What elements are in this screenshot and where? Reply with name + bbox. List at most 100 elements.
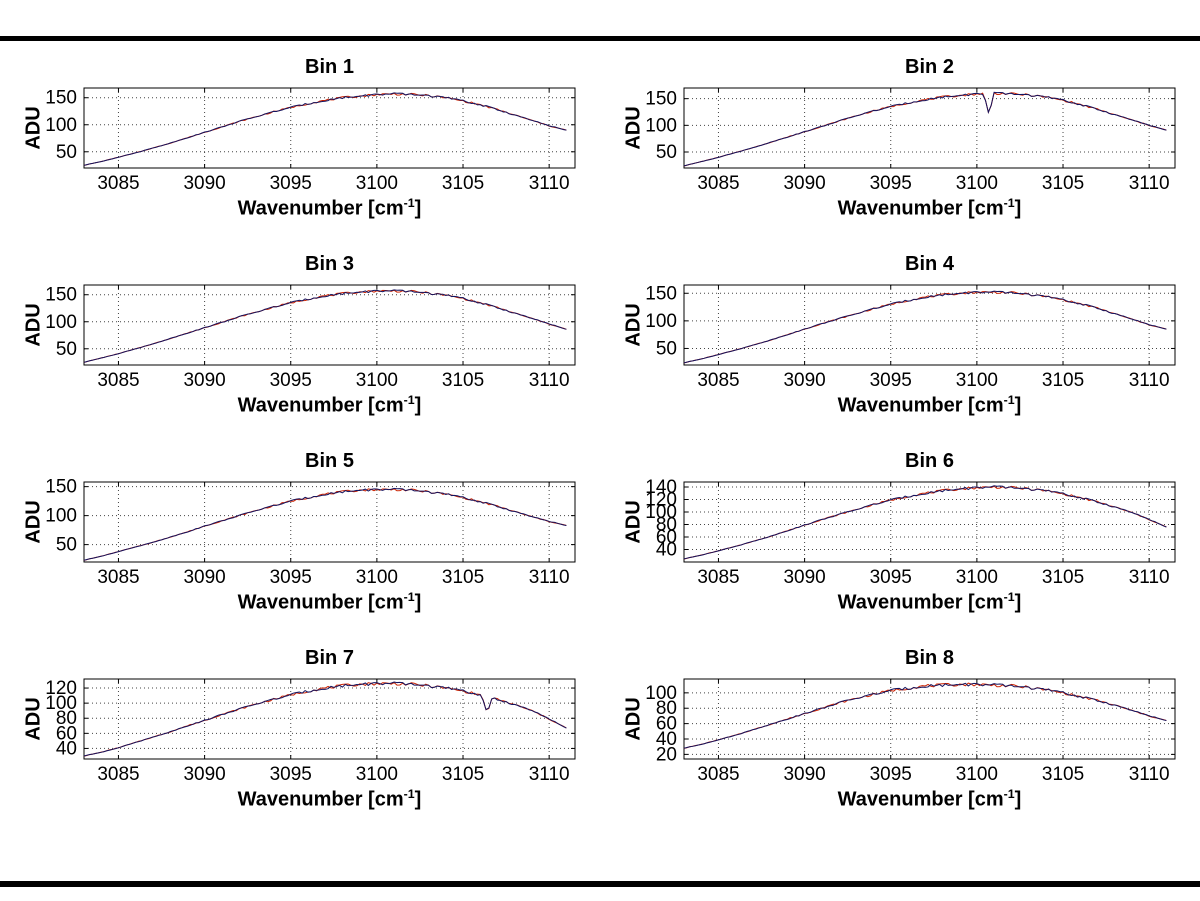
y-tick-label: 100 [645,502,677,523]
x-tick-label: 3100 [956,567,998,588]
plot-canvas-bin-4: 3085 3090 3095 3100 3105 3110 50 100 150 [645,283,1176,391]
top-border-line [0,36,1200,41]
x-tick-label: 3100 [356,764,398,785]
subplot-bin-4: Bin 4 ADU 3085 3090 3095 3100 3105 3110 50 100 1… [600,249,1200,446]
y-tick-label: 40 [56,738,77,759]
x-tick-label: 3105 [1042,567,1084,588]
y-tick-label: 100 [645,683,677,704]
x-tick-label: 3105 [1042,173,1084,194]
spectrum-trace-red [84,289,567,363]
x-axis-label: Wavenumber [cm-1] [837,196,1022,220]
x-tick-label: 3110 [1129,567,1170,588]
y-tick-label: 80 [656,698,677,719]
subplot-bin-2: Bin 2 ADU 3085 3090 3095 3100 3105 3110 50 100 1… [600,52,1200,249]
subplot-bin-5: Bin 5 ADU 3085 3090 3095 3100 3105 3110 50 100 1… [0,446,600,643]
x-tick-label: 3085 [97,567,139,588]
x-tick-label: 3110 [529,567,570,588]
x-tick-label: 3100 [356,173,398,194]
x-axis-label: Wavenumber [cm-1] [237,787,422,811]
x-tick-label: 3110 [1129,173,1170,194]
x-tick-label: 3090 [183,173,225,194]
y-tick-label: 100 [45,506,77,527]
subplot-title: Bin 7 [305,647,354,669]
x-tick-label: 3100 [356,567,398,588]
spectrum-trace-dark [684,91,1167,167]
x-tick-label: 3095 [870,567,912,588]
y-tick-label: 60 [656,714,677,735]
axis-box [683,87,1176,169]
y-tick-label: 120 [645,490,677,511]
subplot-grid: Bin 1 ADU 3085 3090 3095 3100 3105 3110 50 100 1… [0,52,1200,840]
x-tick-label: 3095 [270,370,312,391]
subplot-bin-6: Bin 6 ADU 3085 3090 3095 3100 3105 3110 40 60 80… [600,446,1200,643]
x-tick-label: 3105 [442,764,484,785]
axis-box [83,678,576,760]
subplot-bin-7: Bin 7 ADU 3085 3090 3095 3100 3105 3110 40 60 80… [0,643,600,840]
spectrum-trace-dark [684,485,1167,560]
y-tick-label: 150 [45,285,77,306]
bottom-border-line [0,881,1200,887]
x-tick-label: 3085 [697,370,739,391]
x-axis-label: Wavenumber [cm-1] [837,393,1022,417]
y-tick-label: 150 [645,283,677,304]
spectrum-trace-red [84,682,567,757]
x-tick-label: 3090 [183,764,225,785]
subplot-title: Bin 5 [305,450,354,472]
x-axis-label: Wavenumber [cm-1] [837,590,1022,614]
x-tick-label: 3090 [783,567,825,588]
x-tick-label: 3110 [1129,764,1170,785]
spectrum-trace-dark [684,682,1167,749]
x-tick-label: 3095 [870,764,912,785]
subplot-bin-1: Bin 1 ADU 3085 3090 3095 3100 3105 3110 50 100 1… [0,52,600,249]
axis-box [683,678,1176,760]
x-tick-label: 3085 [97,764,139,785]
axis-box [683,481,1176,563]
spectrum-trace-red [84,488,567,561]
y-tick-label: 100 [645,115,677,136]
spectrum-trace-dark [84,289,567,363]
x-tick-label: 3095 [270,173,312,194]
y-tick-label: 60 [656,527,677,548]
x-tick-label: 3105 [442,370,484,391]
plot-canvas-bin-5: 3085 3090 3095 3100 3105 3110 50 100 150 [45,477,576,588]
plot-canvas-bin-3: 3085 3090 3095 3100 3105 3110 50 100 150 [45,284,576,391]
y-tick-label: 60 [56,723,77,744]
y-tick-label: 140 [645,477,677,498]
spectrum-trace-dark [84,681,567,757]
y-tick-label: 80 [656,515,677,536]
x-tick-label: 3100 [956,764,998,785]
x-tick-label: 3090 [183,370,225,391]
spectrum-trace-dark [684,290,1167,364]
plot-canvas-bin-1: 3085 3090 3095 3100 3105 3110 50 100 150 [45,87,576,194]
x-tick-label: 3095 [870,370,912,391]
x-tick-label: 3090 [783,764,825,785]
axis-box [683,284,1176,366]
subplot-title: Bin 3 [305,253,354,275]
y-tick-label: 100 [45,312,77,333]
y-tick-label: 50 [656,338,677,359]
subplot-title: Bin 2 [905,56,954,78]
axis-box [83,284,576,366]
x-tick-label: 3085 [97,370,139,391]
y-tick-label: 40 [656,540,677,561]
x-tick-label: 3095 [270,567,312,588]
x-axis-label: Wavenumber [cm-1] [237,196,422,220]
x-tick-label: 3105 [442,173,484,194]
x-tick-label: 3090 [783,173,825,194]
spectrum-trace-red [84,92,567,166]
y-tick-label: 50 [656,142,677,163]
y-tick-label: 20 [656,744,677,765]
y-tick-label: 50 [56,142,77,163]
x-tick-label: 3090 [783,370,825,391]
spectrum-trace-dark [84,487,567,561]
subplot-title: Bin 8 [905,647,954,669]
x-tick-label: 3085 [697,173,739,194]
y-tick-label: 150 [45,88,77,109]
y-tick-label: 150 [45,477,77,498]
spectrum-trace-dark [84,92,567,166]
y-tick-label: 120 [45,678,77,699]
